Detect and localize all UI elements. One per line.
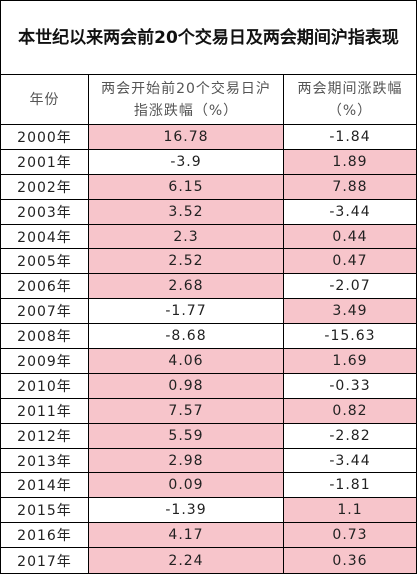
- year-cell: 2017年: [1, 548, 89, 573]
- value-cell: 7.57: [89, 399, 284, 424]
- value-cell: -1.77: [89, 299, 284, 324]
- value-cell: 4.17: [89, 523, 284, 548]
- header-cell: 两会开始前20个交易日沪指涨跌幅（%）: [89, 75, 284, 125]
- value-cell: -3.9: [89, 150, 284, 175]
- year-cell: 2016年: [1, 523, 89, 548]
- value-cell: 0.73: [284, 523, 416, 548]
- value-cell: 3.52: [89, 200, 284, 225]
- value-cell: 1.1: [284, 498, 416, 523]
- value-cell: -2.07: [284, 274, 416, 299]
- year-cell: 2003年: [1, 200, 89, 225]
- header-cell: 两会期间涨跌幅（%）: [284, 75, 416, 125]
- title: 本世纪以来两会前20个交易日及两会期间沪指表现: [1, 1, 416, 75]
- value-cell: -0.33: [284, 374, 416, 399]
- value-cell: 2.24: [89, 548, 284, 573]
- value-cell: -1.81: [284, 473, 416, 498]
- value-cell: 2.98: [89, 449, 284, 473]
- year-cell: 2014年: [1, 473, 89, 498]
- year-cell: 2006年: [1, 274, 89, 299]
- value-cell: -8.68: [89, 324, 284, 349]
- value-cell: 6.15: [89, 175, 284, 200]
- value-cell: 0.47: [284, 249, 416, 274]
- value-cell: 0.36: [284, 548, 416, 573]
- value-cell: 4.06: [89, 349, 284, 374]
- year-cell: 2002年: [1, 175, 89, 200]
- value-cell: -2.82: [284, 424, 416, 449]
- value-cell: -3.44: [284, 449, 416, 473]
- year-cell: 2015年: [1, 498, 89, 523]
- value-cell: 2.52: [89, 249, 284, 274]
- year-cell: 2005年: [1, 249, 89, 274]
- year-cell: 2011年: [1, 399, 89, 424]
- year-cell: 2009年: [1, 349, 89, 374]
- value-cell: 0.09: [89, 473, 284, 498]
- value-cell: 0.98: [89, 374, 284, 399]
- year-cell: 2001年: [1, 150, 89, 175]
- year-cell: 2000年: [1, 125, 89, 150]
- value-cell: 3.49: [284, 299, 416, 324]
- value-cell: 2.68: [89, 274, 284, 299]
- year-cell: 2013年: [1, 449, 89, 473]
- value-cell: -1.84: [284, 125, 416, 150]
- value-cell: 5.59: [89, 424, 284, 449]
- value-cell: 1.69: [284, 349, 416, 374]
- value-cell: 1.89: [284, 150, 416, 175]
- year-cell: 2007年: [1, 299, 89, 324]
- value-cell: 0.44: [284, 225, 416, 249]
- value-cell: -15.63: [284, 324, 416, 349]
- value-cell: -1.39: [89, 498, 284, 523]
- value-cell: 2.3: [89, 225, 284, 249]
- year-cell: 2012年: [1, 424, 89, 449]
- value-cell: 16.78: [89, 125, 284, 150]
- year-cell: 2004年: [1, 225, 89, 249]
- value-cell: -3.44: [284, 200, 416, 225]
- header-cell: 年份: [1, 75, 89, 125]
- year-cell: 2010年: [1, 374, 89, 399]
- value-cell: 7.88: [284, 175, 416, 200]
- year-cell: 2008年: [1, 324, 89, 349]
- value-cell: 0.82: [284, 399, 416, 424]
